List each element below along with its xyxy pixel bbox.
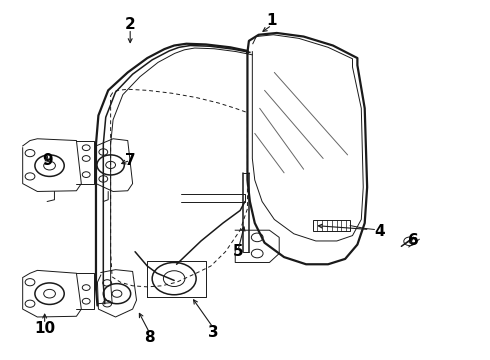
Text: 6: 6 bbox=[408, 234, 419, 248]
Text: 10: 10 bbox=[34, 321, 55, 336]
Text: 7: 7 bbox=[125, 153, 136, 168]
Text: 4: 4 bbox=[374, 225, 385, 239]
Text: 5: 5 bbox=[232, 244, 243, 259]
Bar bbox=[314, 220, 350, 231]
Text: 2: 2 bbox=[125, 17, 136, 32]
Text: 9: 9 bbox=[42, 153, 52, 168]
Text: 3: 3 bbox=[208, 325, 219, 340]
Text: 1: 1 bbox=[267, 13, 277, 28]
Text: 8: 8 bbox=[145, 330, 155, 345]
